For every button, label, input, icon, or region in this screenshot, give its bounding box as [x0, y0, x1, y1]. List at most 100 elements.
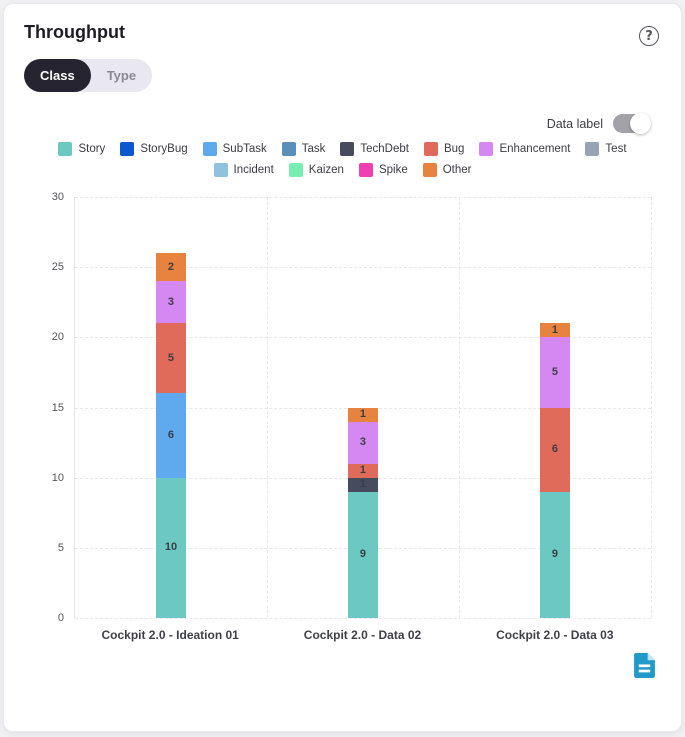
legend-item[interactable]: Spike [358, 163, 408, 177]
legend-item[interactable]: Incident [213, 163, 274, 177]
switch-knob [630, 113, 651, 134]
legend-item[interactable]: Task [281, 142, 326, 156]
gridline [651, 197, 652, 618]
data-label: 1 [359, 408, 367, 421]
legend-row: Story StoryBug SubTask Task TechDebt Bug Enhan… [24, 142, 661, 156]
bar[interactable]: 9 6 5 1 [539, 323, 570, 618]
legend-swatch [58, 142, 73, 156]
bar[interactable]: 10 6 5 3 2 [155, 253, 186, 618]
legend-swatch [288, 163, 303, 177]
data-label-switch[interactable] [613, 113, 651, 134]
bar-segment[interactable]: 1 [347, 407, 378, 422]
legend-item[interactable]: Test [585, 142, 627, 156]
y-axis-tick-label: 30 [51, 191, 64, 203]
legend-item[interactable]: Enhancement [479, 142, 570, 156]
gridline [75, 197, 651, 198]
data-label: 3 [359, 436, 367, 449]
gridline [75, 267, 651, 269]
legend-item[interactable]: Kaizen [288, 163, 344, 177]
legend-swatch [120, 142, 135, 156]
legend-row: Incident Kaizen Spike Other [24, 163, 661, 177]
legend-label: Bug [443, 143, 465, 155]
data-label: 1 [551, 323, 559, 336]
data-label: 6 [551, 443, 559, 456]
legend-label: Other [442, 164, 472, 176]
legend-label: Test [605, 143, 627, 155]
x-axis-category-label: Cockpit 2.0 - Data 03 [496, 628, 614, 642]
data-label: 9 [359, 548, 367, 561]
y-axis-tick-label: 25 [51, 261, 64, 274]
legend-swatch [422, 163, 437, 177]
bar-column: 10 6 5 3 2 [75, 197, 267, 618]
legend-label: TechDebt [360, 143, 409, 155]
bar-segment[interactable]: 3 [347, 421, 378, 464]
bar-column: 9 6 5 1 [459, 197, 651, 618]
help-icon[interactable]: ? [639, 26, 659, 46]
legend-item[interactable]: SubTask [202, 142, 267, 156]
legend-label: Spike [378, 164, 408, 176]
y-axis-tick-label: 5 [57, 541, 64, 554]
gridline [75, 618, 651, 619]
x-axis-labels: Cockpit 2.0 - Ideation 01 Cockpit 2.0 - D… [74, 628, 651, 648]
legend-swatch [340, 142, 355, 156]
bar-segment[interactable]: 9 [347, 491, 378, 618]
legend-swatch [423, 142, 438, 156]
y-axis-tick-label: 0 [57, 612, 64, 624]
data-label: 2 [167, 260, 175, 273]
bar-segment[interactable]: 1 [347, 477, 378, 492]
card-footer [24, 653, 661, 678]
legend-swatch [281, 142, 296, 156]
data-label: 5 [551, 365, 559, 378]
legend-swatch [202, 142, 217, 156]
view-toggle-type[interactable]: Type [106, 68, 137, 83]
y-axis-tick-label: 15 [51, 401, 64, 414]
throughput-card: Throughput ? Class Type Data label Story… [3, 3, 682, 732]
gridline [459, 197, 460, 618]
data-label: 3 [167, 295, 175, 308]
data-label: 1 [359, 464, 367, 477]
bar-segment[interactable]: 5 [539, 337, 570, 408]
view-toggle: Class Type [24, 59, 153, 92]
view-toggle-class[interactable]: Class [24, 59, 91, 92]
bar-segment[interactable]: 5 [155, 323, 186, 394]
gridline [75, 337, 651, 339]
data-label-text: Data label [546, 116, 603, 131]
y-axis-tick-label: 20 [51, 331, 64, 344]
legend-item[interactable]: Bug [423, 142, 465, 156]
bar-segment[interactable]: 6 [155, 393, 186, 478]
gridline [267, 197, 268, 618]
legend-label: Enhancement [499, 143, 571, 155]
bar-segment[interactable]: 2 [155, 253, 186, 282]
legend-label: Task [301, 143, 326, 155]
card-header: Throughput ? [24, 22, 661, 46]
legend-label: Kaizen [308, 164, 344, 176]
bar-segment[interactable]: 3 [155, 281, 186, 324]
chart-legend: Story StoryBug SubTask Task TechDebt Bug Enhan… [24, 142, 661, 177]
y-axis-tick-label: 10 [51, 471, 64, 484]
bar-segment[interactable]: 9 [539, 491, 570, 618]
data-label-row: Data label [24, 113, 661, 134]
legend-label: Story [78, 143, 106, 155]
legend-item[interactable]: TechDebt [340, 142, 409, 156]
legend-label: StoryBug [140, 143, 188, 155]
bar-segment[interactable]: 1 [347, 463, 378, 478]
legend-swatch [213, 163, 228, 177]
bar-segment[interactable]: 10 [155, 477, 186, 618]
plot-grid: 10 6 5 3 2 9 1 1 3 1 9 6 5 1 [74, 197, 652, 619]
document-icon[interactable] [634, 653, 655, 678]
x-axis-category-label: Cockpit 2.0 - Data 02 [303, 628, 422, 642]
data-label: 10 [164, 541, 178, 554]
legend-item[interactable]: Story [58, 142, 105, 156]
legend-item[interactable]: Other [422, 163, 472, 177]
data-label: 9 [551, 548, 559, 561]
legend-label: SubTask [222, 143, 267, 155]
data-label: 6 [167, 429, 175, 442]
legend-swatch [585, 142, 600, 156]
legend-item[interactable]: StoryBug [120, 142, 188, 156]
legend-label: Incident [233, 164, 274, 176]
bar-segment[interactable]: 1 [539, 323, 570, 338]
bar-segment[interactable]: 6 [539, 407, 570, 492]
legend-swatch [358, 163, 373, 177]
